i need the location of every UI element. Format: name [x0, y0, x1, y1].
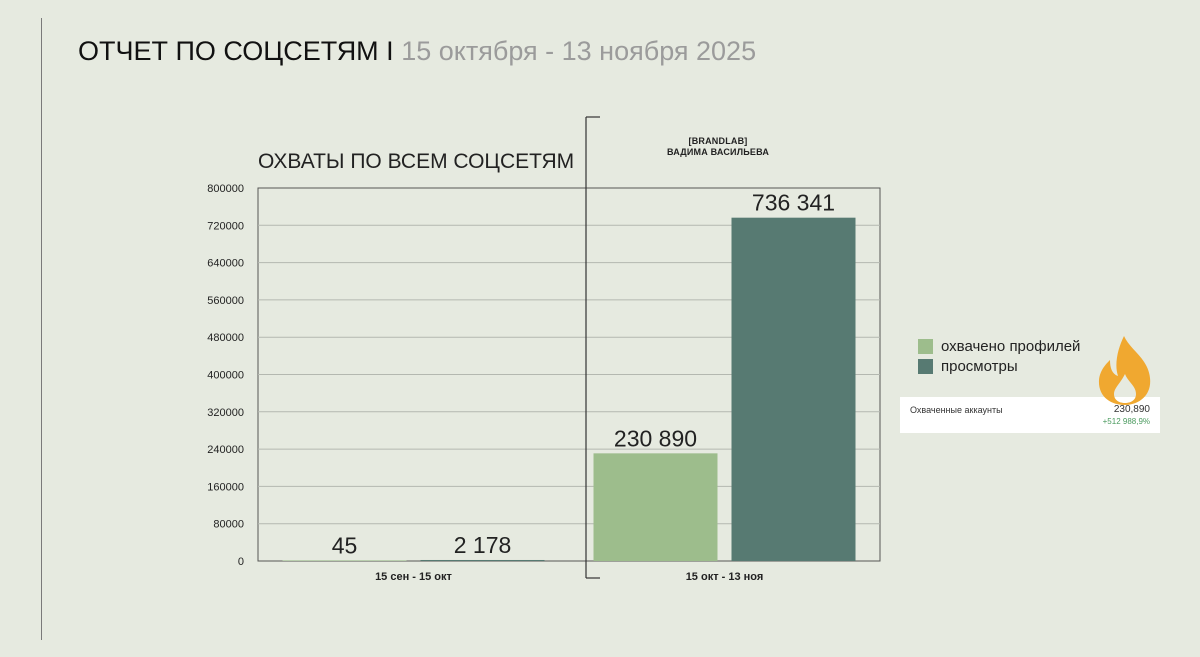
- y-tick-label: 320000: [207, 407, 244, 419]
- bar-value-label: 2 178: [454, 532, 512, 558]
- y-tick-label: 400000: [207, 370, 244, 382]
- bar-value-label: 45: [332, 532, 358, 558]
- bar-views: [731, 217, 856, 561]
- left-border-line: [41, 18, 42, 640]
- bar-value-label: 230 890: [614, 425, 697, 451]
- bar-views: [420, 559, 545, 561]
- chart-legend: охвачено профилей просмотры: [918, 338, 1080, 378]
- y-tick-label: 640000: [207, 258, 244, 270]
- bar-reached: [593, 453, 718, 561]
- reached-accounts-label: Охваченные аккаунты: [910, 405, 1003, 415]
- bar-value-label: 736 341: [752, 190, 835, 216]
- brand-logo-line2: ВАДИМА ВАСИЛЬЕВА: [666, 147, 770, 157]
- legend-label-views: просмотры: [941, 358, 1018, 375]
- bar-reached: [282, 560, 407, 561]
- brand-logo: [BRANDLAB] ВАДИМА ВАСИЛЬЕВА: [648, 136, 788, 158]
- y-tick-label: 160000: [207, 481, 244, 493]
- y-tick-label: 720000: [207, 220, 244, 232]
- legend-swatch-reached: [918, 339, 933, 354]
- legend-swatch-views: [918, 359, 933, 374]
- fire-icon: [1098, 336, 1151, 405]
- legend-item-views: просмотры: [918, 358, 1080, 375]
- reached-accounts-value: 230,890: [1113, 404, 1150, 415]
- y-tick-label: 80000: [213, 519, 244, 531]
- y-tick-label: 240000: [207, 444, 244, 456]
- report-title: ОТЧЕТ ПО СОЦСЕТЯМ I: [78, 36, 394, 66]
- y-tick-label: 800000: [207, 183, 244, 195]
- x-tick-label: 15 окт - 13 ноя: [686, 571, 764, 583]
- report-period: 15 октября - 13 ноября 2025: [401, 36, 757, 66]
- brand-logo-line1: [BRANDLAB]: [688, 136, 748, 146]
- page-title: ОТЧЕТ ПО СОЦСЕТЯМ I 15 октября - 13 нояб…: [78, 36, 756, 67]
- reached-accounts-delta: +512 988,9%: [1102, 417, 1150, 426]
- y-tick-label: 0: [238, 556, 244, 568]
- legend-item-reached: охвачено профилей: [918, 338, 1080, 355]
- y-tick-label: 560000: [207, 295, 244, 307]
- x-tick-label: 15 сен - 15 окт: [375, 571, 452, 583]
- legend-label-reached: охвачено профилей: [941, 338, 1081, 355]
- y-tick-label: 480000: [207, 332, 244, 344]
- chart-title: ОХВАТЫ ПО ВСЕМ СОЦСЕТЯМ: [258, 150, 575, 173]
